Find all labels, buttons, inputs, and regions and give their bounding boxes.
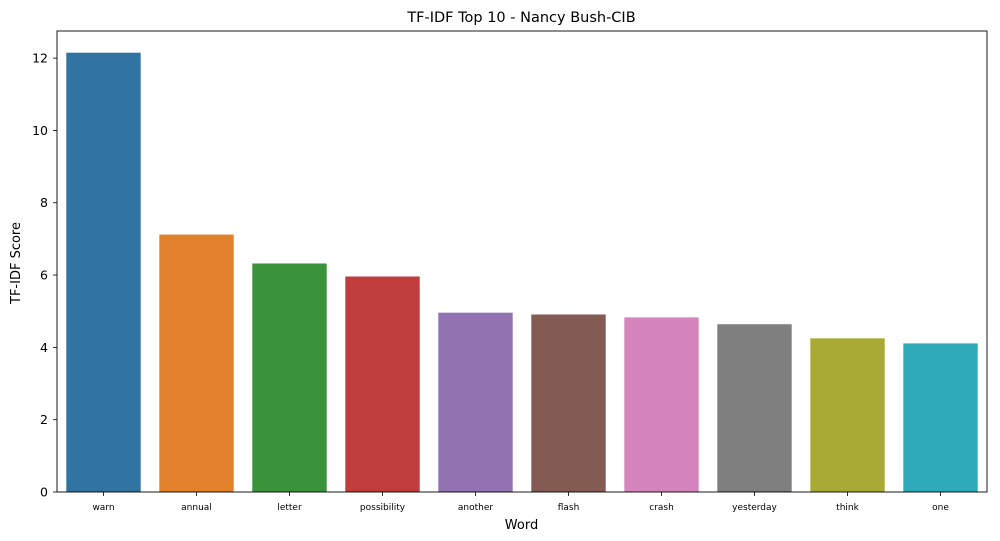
y-tick-label-8: 8 [40,195,48,210]
x-tick-label-crash: crash [649,503,674,513]
bar-flash [531,314,606,492]
x-tick-label-warn: warn [92,503,114,513]
y-tick-label-6: 6 [40,268,48,283]
bar-letter [252,263,327,492]
x-tick-label-flash: flash [558,503,580,513]
y-axis-ticks: 0 2 4 6 8 10 12 [32,51,57,500]
y-tick-label-0: 0 [40,485,48,500]
x-tick-label-letter: letter [277,503,302,513]
y-tick-label-12: 12 [32,51,48,66]
chart-title: TF-IDF Top 10 - Nancy Bush-CIB [406,10,635,26]
bars-group [66,52,978,492]
x-tick-label-another: another [458,503,493,513]
y-tick-label-10: 10 [32,123,48,138]
x-tick-label-annual: annual [181,503,212,513]
bar-warn [66,52,141,492]
bar-possibility [345,276,420,492]
x-axis-label: Word [505,518,538,533]
bar-think [810,338,885,492]
y-tick-label-4: 4 [40,340,48,355]
x-tick-label-possibility: possibility [360,503,406,513]
x-axis-ticks: warn annual letter possibility another flash c… [92,492,949,513]
x-tick-label-one: one [932,503,949,513]
y-axis-label: TF-IDF Score [9,222,24,305]
x-tick-label-yesterday: yesterday [732,503,777,513]
bar-another [438,312,513,492]
bar-annual [159,234,234,492]
bar-crash [624,317,699,492]
y-tick-label-2: 2 [40,412,48,427]
bar-one [903,343,978,492]
plot-frame [56,30,988,493]
bar-yesterday [717,324,792,492]
x-tick-label-think: think [836,503,859,513]
